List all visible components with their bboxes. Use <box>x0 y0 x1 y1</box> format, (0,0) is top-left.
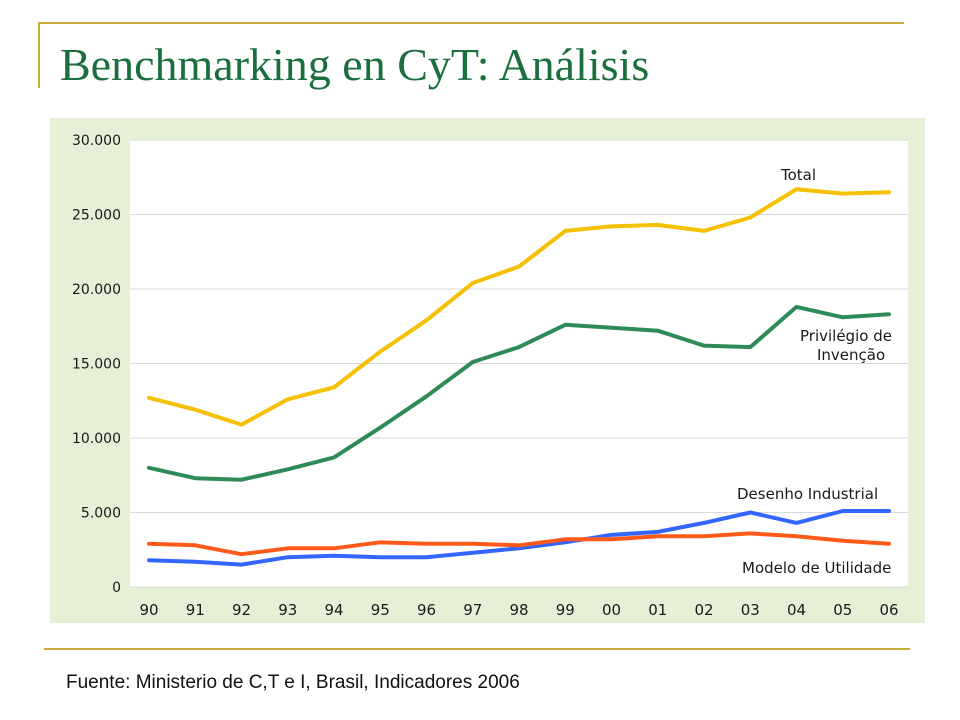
y-tick-label: 5.000 <box>81 506 121 522</box>
series-label: Invenção <box>817 346 885 364</box>
x-tick-label: 05 <box>833 601 852 619</box>
y-tick-label: 0 <box>112 580 121 596</box>
x-tick-label: 02 <box>694 601 713 619</box>
y-tick-label: 15.000 <box>72 357 121 373</box>
x-tick-label: 96 <box>417 601 436 619</box>
x-tick-label: 92 <box>232 601 251 619</box>
x-tick-label: 98 <box>509 601 528 619</box>
x-tick-label: 94 <box>324 601 343 619</box>
x-tick-label: 99 <box>556 601 575 619</box>
x-tick-label: 01 <box>648 601 667 619</box>
x-tick-label: 97 <box>463 601 482 619</box>
series-label: Modelo de Utilidade <box>742 559 891 577</box>
slide-title: Benchmarking en CyT: Análisis <box>60 39 650 90</box>
y-tick-label: 20.000 <box>72 282 121 298</box>
x-tick-label: 90 <box>139 601 158 619</box>
x-tick-label: 03 <box>741 601 760 619</box>
source-note: Fuente: Ministerio de C,T e I, Brasil, I… <box>66 672 520 693</box>
series-label: Desenho Industrial <box>737 485 878 503</box>
title-accent-vertical-line <box>38 22 40 88</box>
series-line-2 <box>147 509 891 567</box>
series-label: Privilégio de <box>800 327 892 345</box>
y-tick-label: 10.000 <box>72 431 121 447</box>
x-tick-label: 91 <box>186 601 205 619</box>
x-tick-label: 06 <box>879 601 898 619</box>
y-tick-label: 30.000 <box>72 133 121 149</box>
x-tick-label: 04 <box>787 601 806 619</box>
series-line-0 <box>147 187 891 427</box>
series-line-1 <box>147 304 891 482</box>
chart-svg: 0 5.000 10.000 15.000 20.000 25.000 30.000 90 91… <box>50 118 925 623</box>
x-tick-label: 00 <box>602 601 621 619</box>
footer-accent-line <box>44 648 910 650</box>
line-chart: 0 5.000 10.000 15.000 20.000 25.000 30.000 90 91… <box>50 118 925 623</box>
x-tick-label: 93 <box>278 601 297 619</box>
series-line-3 <box>147 531 891 557</box>
y-tick-label: 25.000 <box>72 208 121 224</box>
series-label: Total <box>780 166 816 184</box>
title-accent-top-line <box>38 22 904 24</box>
x-tick-label: 95 <box>371 601 390 619</box>
